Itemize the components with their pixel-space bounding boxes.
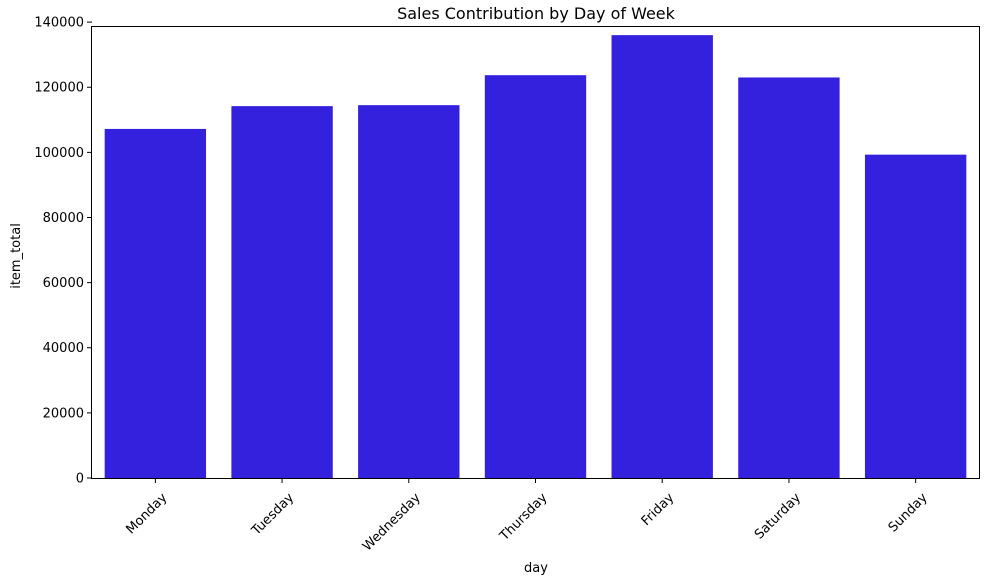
y-tick-label: 120000 <box>34 81 84 96</box>
y-axis-ticks: 0 20000 40000 60000 80000 100000 120000 140000 <box>34 16 92 487</box>
bar-sunday <box>864 154 967 479</box>
bar-friday <box>611 35 713 478</box>
x-axis-label: day <box>524 561 548 576</box>
y-axis-label: item_total <box>9 223 24 289</box>
y-tick-label: 60000 <box>43 276 84 291</box>
bar-wednesday <box>358 105 460 479</box>
y-tick-label: 20000 <box>43 406 84 421</box>
bar-saturday <box>738 77 840 478</box>
x-tick-label: Tuesday <box>248 490 297 539</box>
x-tick-label: Thursday <box>496 490 550 544</box>
y-tick-label: 40000 <box>43 341 84 356</box>
bars-group <box>104 35 967 479</box>
x-tick-label: Wednesday <box>360 490 424 554</box>
x-tick-label: Friday <box>639 490 678 529</box>
chart-title: Sales Contribution by Day of Week <box>397 4 676 23</box>
x-axis-ticks: Monday Tuesday Wednesday Thursday Friday Satu… <box>124 478 931 554</box>
y-tick-label: 80000 <box>43 211 84 226</box>
x-tick-label: Saturday <box>752 490 804 542</box>
plot-area-frame <box>91 26 980 479</box>
y-tick-label: 100000 <box>34 146 84 161</box>
x-tick-label: Sunday <box>886 490 931 535</box>
y-tick-label: 140000 <box>34 16 84 31</box>
bar-tuesday <box>231 106 333 479</box>
bar-thursday <box>484 75 587 478</box>
y-tick-label: 0 <box>76 472 84 487</box>
bar-monday <box>104 128 207 479</box>
x-tick-label: Monday <box>124 490 171 537</box>
